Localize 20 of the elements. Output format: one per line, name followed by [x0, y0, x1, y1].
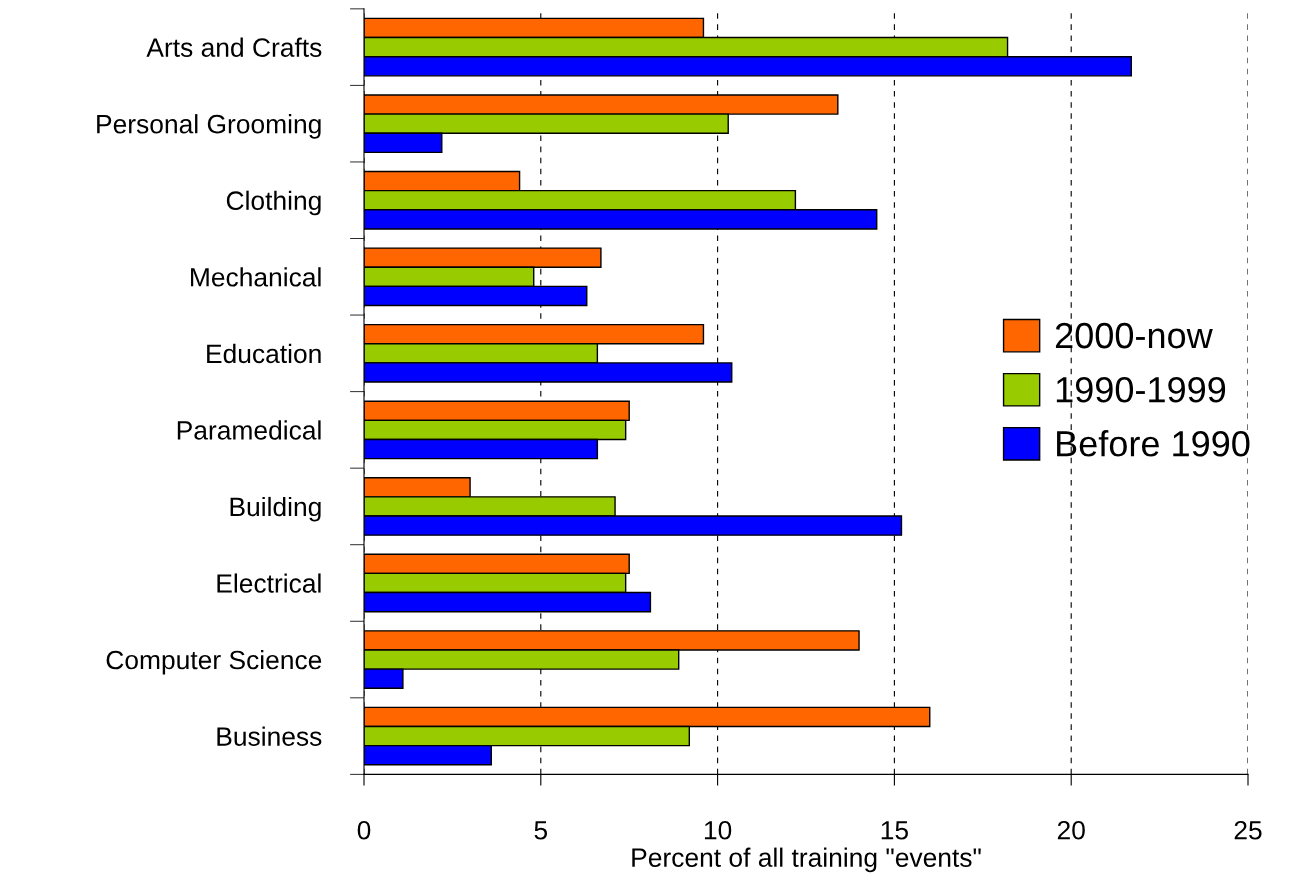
x-tick-label: 20 [1057, 820, 1085, 840]
legend-label: 1990-1999 [1056, 376, 1226, 403]
y-tick-label: Personal Grooming [97, 114, 321, 139]
y-tick-label: Building [230, 496, 321, 522]
y-tick-label: Business [217, 726, 322, 746]
y-tick-label: Arts and Crafts [146, 37, 322, 57]
x-axis-title: Percent of all training "events" [632, 847, 981, 873]
x-tick-label: 5 [534, 821, 548, 840]
y-tick-label: Education [207, 343, 321, 364]
legend-label: 2000-now [1055, 322, 1213, 349]
x-tick-label: 0 [357, 820, 371, 840]
legend-label: Before 1990 [1057, 430, 1250, 457]
x-tick-label: 15 [881, 821, 908, 840]
x-tick-label: 25 [1234, 820, 1262, 840]
x-tick-label: 10 [704, 820, 732, 840]
y-tick-label: Mechanical [191, 267, 321, 287]
y-tick-label: Electrical [217, 573, 321, 593]
y-tick-label: Computer Science [106, 649, 322, 675]
y-tick-label: Clothing [226, 190, 321, 216]
y-tick-label: Paramedical [177, 420, 321, 440]
